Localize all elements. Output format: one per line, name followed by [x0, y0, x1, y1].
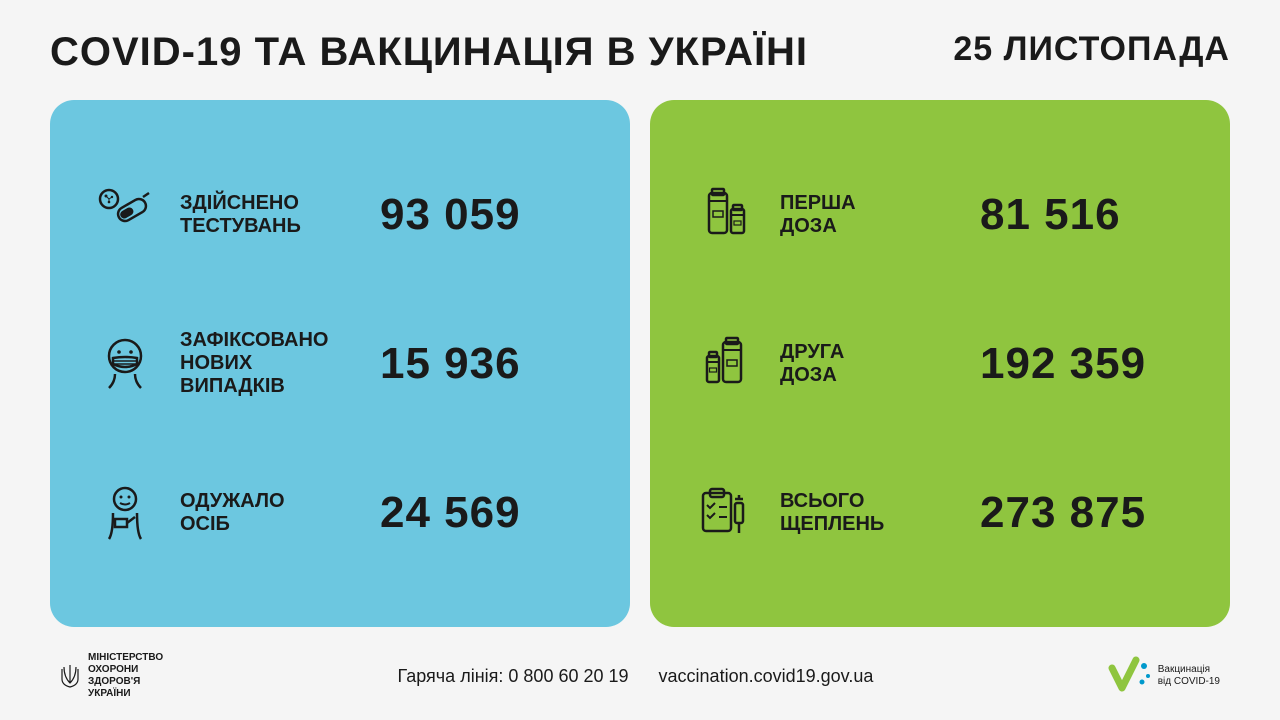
stat-row-dose2: ДРУГАДОЗА 192 359: [690, 329, 1190, 399]
website: vaccination.covid19.gov.ua: [659, 666, 874, 687]
page-title: COVID-19 ТА ВАКЦИНАЦІЯ В УКРАЇНІ: [50, 30, 808, 75]
trident-icon: [60, 663, 80, 689]
vacc-logo-text: Вакцинаціявід COVID-19: [1158, 664, 1220, 688]
stat-row-recovered: ОДУЖАЛООСІБ 24 569: [90, 478, 590, 548]
stat-label: ДРУГАДОЗА: [780, 341, 950, 387]
vaccination-logo: Вакцинаціявід COVID-19: [1108, 656, 1220, 696]
panels-container: ЗДІЙСНЕНОТЕСТУВАНЬ 93 059 ЗАФІКСОВАНОНОВ…: [50, 100, 1230, 627]
stat-value: 15 936: [380, 339, 521, 389]
stat-label: ПЕРШАДОЗА: [780, 192, 950, 238]
footer: МІНІСТЕРСТВООХОРОНИЗДОРОВ'ЯУКРАЇНИ Гаряч…: [50, 652, 1230, 700]
ministry-logo: МІНІСТЕРСТВООХОРОНИЗДОРОВ'ЯУКРАЇНИ: [60, 652, 163, 700]
stat-row-total: ВСЬОГОЩЕПЛЕНЬ 273 875: [690, 478, 1190, 548]
test-tube-icon: [90, 180, 160, 250]
vials-icon: [690, 329, 760, 399]
ministry-text: МІНІСТЕРСТВООХОРОНИЗДОРОВ'ЯУКРАЇНИ: [88, 652, 163, 700]
stat-value: 24 569: [380, 488, 521, 538]
hotline: Гаряча лінія: 0 800 60 20 19 vaccination…: [398, 666, 874, 687]
stat-row-cases: ЗАФІКСОВАНОНОВИХВИПАДКІВ 15 936: [90, 329, 590, 399]
covid-stats-panel: ЗДІЙСНЕНОТЕСТУВАНЬ 93 059 ЗАФІКСОВАНОНОВ…: [50, 100, 630, 627]
stat-label: ЗАФІКСОВАНОНОВИХВИПАДКІВ: [180, 329, 350, 398]
stat-value: 192 359: [980, 339, 1146, 389]
mask-person-icon: [90, 329, 160, 399]
stat-row-dose1: ПЕРШАДОЗА 81 516: [690, 180, 1190, 250]
vials-icon: [690, 180, 760, 250]
recovered-person-icon: [90, 478, 160, 548]
header: COVID-19 ТА ВАКЦИНАЦІЯ В УКРАЇНІ 25 ЛИСТ…: [50, 30, 1230, 75]
stat-value: 93 059: [380, 190, 521, 240]
stat-label: ВСЬОГОЩЕПЛЕНЬ: [780, 490, 950, 536]
stat-label: ОДУЖАЛООСІБ: [180, 490, 350, 536]
stat-value: 81 516: [980, 190, 1121, 240]
stat-label: ЗДІЙСНЕНОТЕСТУВАНЬ: [180, 192, 350, 238]
hotline-full: Гаряча лінія: 0 800 60 20 19: [398, 666, 629, 687]
check-v-icon: [1108, 656, 1152, 696]
stat-value: 273 875: [980, 488, 1146, 538]
vaccination-stats-panel: ПЕРШАДОЗА 81 516 ДРУГАДОЗА 192 359: [650, 100, 1230, 627]
date: 25 ЛИСТОПАДА: [953, 30, 1230, 69]
stat-row-tests: ЗДІЙСНЕНОТЕСТУВАНЬ 93 059: [90, 180, 590, 250]
clipboard-syringe-icon: [690, 478, 760, 548]
